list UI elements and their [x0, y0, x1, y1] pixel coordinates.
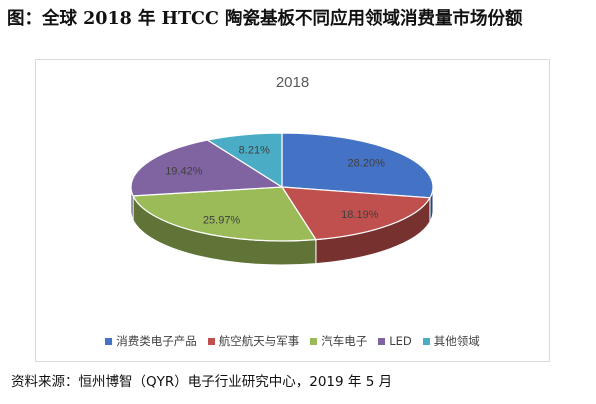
- data-label-0: 28.20%: [348, 157, 386, 169]
- pie-labels: 28.20% 18.19% 25.97% 19.42% 8.21%: [165, 144, 385, 226]
- pie-slice-0: [281, 132, 434, 199]
- legend-swatch-4: [422, 337, 430, 345]
- legend-swatch-0: [105, 337, 113, 345]
- legend-item-3: LED: [378, 333, 412, 349]
- chart-area: 2018 28.20% 18.19% 25.97% 19.42% 8.21% 消费类电子…: [35, 59, 550, 362]
- chart-legend: 消费类电子产品 航空航天与军事 汽车电子 LED 其他领域: [36, 333, 549, 349]
- legend-label-2: 汽车电子: [321, 334, 368, 348]
- pie-slice-1: [280, 186, 431, 241]
- data-label-4: 8.21%: [239, 144, 270, 156]
- legend-label-4: 其他领域: [433, 334, 480, 348]
- legend-item-0: 消费类电子产品: [105, 333, 197, 349]
- pie-slice-2: [132, 186, 317, 242]
- legend-label-1: 航空航天与军事: [218, 334, 300, 348]
- data-label-2: 25.97%: [203, 214, 241, 226]
- legend-label-3: LED: [389, 334, 412, 348]
- legend-item-2: 汽车电子: [310, 333, 367, 349]
- data-label-3: 19.42%: [165, 165, 203, 177]
- legend-swatch-3: [378, 337, 386, 345]
- pie-chart: 28.20% 18.19% 25.97% 19.42% 8.21%: [130, 132, 434, 266]
- legend-item-4: 其他领域: [422, 333, 480, 349]
- page-heading: 图：全球 2018 年 HTCC 陶瓷基板不同应用领域消费量市场份额: [7, 9, 523, 29]
- legend-swatch-1: [207, 337, 215, 345]
- legend-label-0: 消费类电子产品: [116, 334, 197, 348]
- chart-title: 2018: [275, 74, 310, 91]
- pie-slice-4: [205, 132, 283, 189]
- pie-slices: [130, 132, 434, 242]
- data-label-1: 18.19%: [341, 209, 379, 221]
- legend-swatch-2: [310, 337, 318, 345]
- legend-item-1: 航空航天与军事: [207, 333, 300, 349]
- pie-slice-3: [130, 139, 284, 197]
- source-note: 资料来源：恒州博智（QYR）电子行业研究中心，2019 年 5 月: [11, 374, 393, 390]
